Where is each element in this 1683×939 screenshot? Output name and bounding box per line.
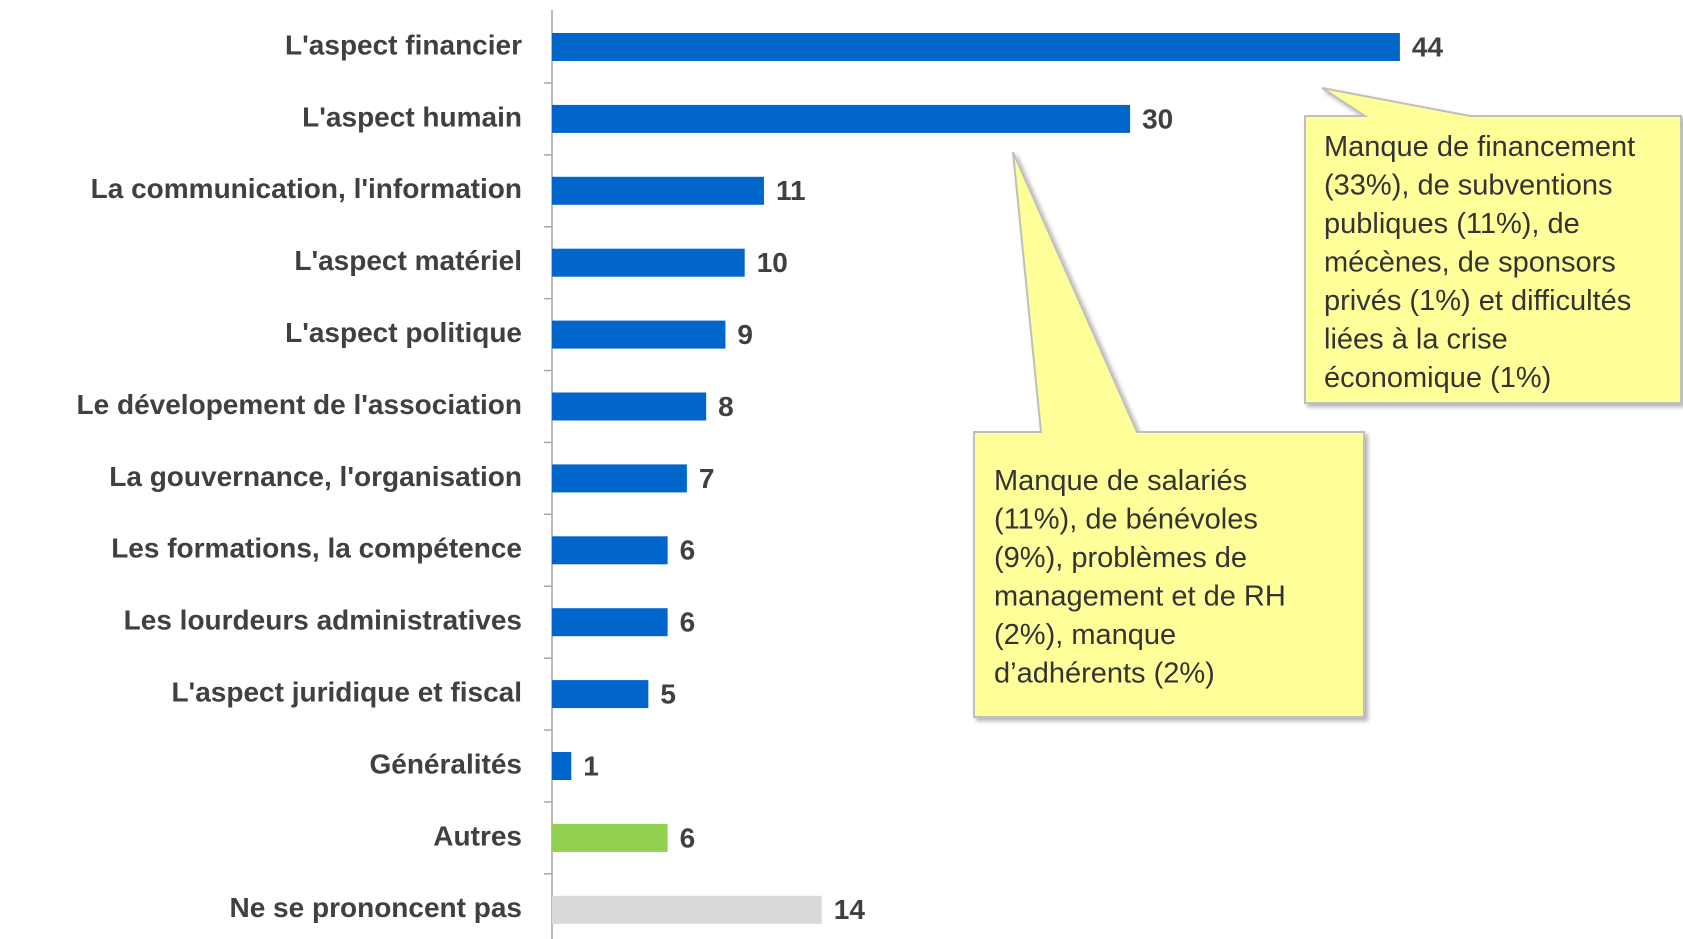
bar — [552, 680, 649, 709]
bar — [552, 608, 668, 637]
value-label: 7 — [699, 463, 715, 494]
value-label: 30 — [1142, 103, 1173, 134]
category-label: L'aspect juridique et fiscal — [171, 676, 522, 707]
bar — [552, 248, 745, 277]
category-label: Le dévelopement de l'association — [77, 389, 522, 420]
value-label: 44 — [1412, 31, 1444, 62]
value-label: 5 — [660, 678, 676, 709]
value-label: 1 — [583, 750, 599, 781]
callout-text: mécènes, de sponsors — [1324, 247, 1616, 279]
callout-text: (2%), manque — [994, 619, 1176, 651]
callout-text: liées à la crise — [1324, 324, 1508, 356]
category-label: Les lourdeurs administratives — [124, 605, 522, 636]
value-label: 10 — [757, 247, 788, 278]
value-label: 8 — [718, 391, 734, 422]
bar — [552, 536, 668, 565]
bar — [552, 752, 572, 780]
bar — [552, 823, 668, 852]
value-label: 11 — [776, 175, 806, 206]
bar — [552, 176, 764, 205]
bar — [552, 392, 707, 421]
category-label: La communication, l'information — [91, 173, 522, 204]
category-label: L'aspect matériel — [294, 245, 522, 276]
callout-text: (11%), de bénévoles — [994, 504, 1258, 536]
callouts — [973, 87, 1682, 718]
callout-text: (33%), de subventions — [1324, 170, 1613, 202]
callout-text: publiques (11%), de — [1324, 208, 1580, 240]
value-label: 6 — [680, 535, 696, 566]
value-label: 9 — [737, 319, 753, 350]
bar — [552, 104, 1131, 133]
category-label: L'aspect financier — [285, 29, 522, 60]
callout-text: Manque de salariés — [994, 465, 1247, 497]
bar — [552, 895, 822, 924]
category-label: La gouvernance, l'organisation — [109, 461, 522, 492]
category-label: L'aspect politique — [285, 317, 522, 348]
callout-box — [1304, 87, 1682, 404]
callout-text: d’adhérents (2%) — [994, 658, 1215, 690]
callout-text: économique (1%) — [1324, 362, 1551, 394]
callout-text: Manque de financement — [1324, 131, 1635, 163]
value-label: 14 — [834, 894, 866, 925]
value-label: 6 — [680, 822, 696, 853]
bar — [552, 320, 726, 349]
bar — [552, 464, 687, 493]
category-label: Les formations, la compétence — [111, 533, 522, 564]
value-label: 6 — [680, 607, 696, 638]
callout-text: management et de RH — [994, 581, 1286, 613]
bar — [552, 33, 1400, 61]
callout-text: (9%), problèmes de — [994, 542, 1247, 574]
category-label: Autres — [433, 820, 522, 851]
callout-box — [973, 151, 1365, 718]
category-label: Ne se prononcent pas — [229, 892, 522, 923]
category-label: L'aspect humain — [302, 101, 522, 132]
callout-text: privés (1%) et difficultés — [1324, 285, 1631, 317]
category-label: Généralités — [369, 748, 522, 779]
